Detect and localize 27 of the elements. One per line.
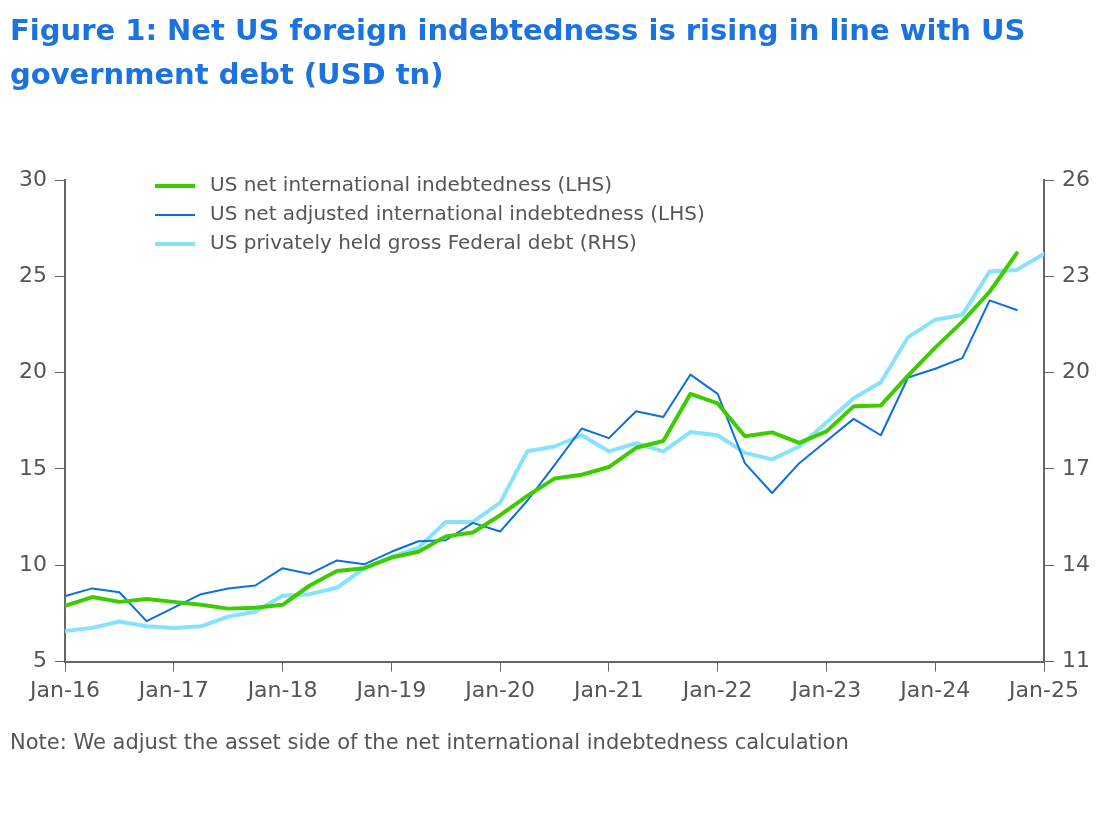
x-tick-label: Jan-19 bbox=[354, 676, 427, 702]
x-tick-label: Jan-22 bbox=[680, 676, 753, 702]
y2-tick-label: 26 bbox=[1062, 165, 1090, 191]
legend-label: US net adjusted international indebtedness (LHS) bbox=[210, 201, 705, 226]
x-tick-label: Jan-17 bbox=[136, 676, 209, 702]
y-tick-label: 20 bbox=[19, 358, 47, 384]
x-tick-label: Jan-24 bbox=[898, 676, 971, 702]
x-tick-label: Jan-25 bbox=[1007, 676, 1079, 702]
x-tick-label: Jan-21 bbox=[571, 676, 644, 702]
text: Note: We adjust the asset side of the net international indebtedness calculation bbox=[10, 729, 850, 756]
y-tick-label: 15 bbox=[19, 454, 47, 480]
y2-tick-label: 11 bbox=[1062, 647, 1090, 673]
y2-tick-label: 17 bbox=[1062, 454, 1090, 480]
y2-tick-label: 20 bbox=[1062, 358, 1090, 384]
y-tick-label: 25 bbox=[19, 262, 47, 288]
y2-tick-label: 14 bbox=[1062, 551, 1090, 576]
x-tick-label: Jan-18 bbox=[245, 676, 318, 702]
y2-tick-label: 23 bbox=[1062, 262, 1090, 288]
chart-title: Figure 1: Net US foreign indebtedness is rising in line with US government debt (USD tn) bbox=[10, 12, 1027, 93]
y-tick-label: 30 bbox=[19, 165, 47, 191]
y-tick-label: 10 bbox=[19, 551, 47, 576]
legend-label: US net international indebtedness (LHS) bbox=[210, 172, 612, 197]
x-tick-label: Jan-16 bbox=[28, 676, 100, 702]
y-tick-label: 5 bbox=[33, 647, 47, 673]
x-tick-label: Jan-23 bbox=[789, 676, 862, 702]
x-tick-label: Jan-20 bbox=[463, 676, 536, 702]
legend-label: US privately held gross Federal debt (RHS) bbox=[210, 230, 637, 255]
